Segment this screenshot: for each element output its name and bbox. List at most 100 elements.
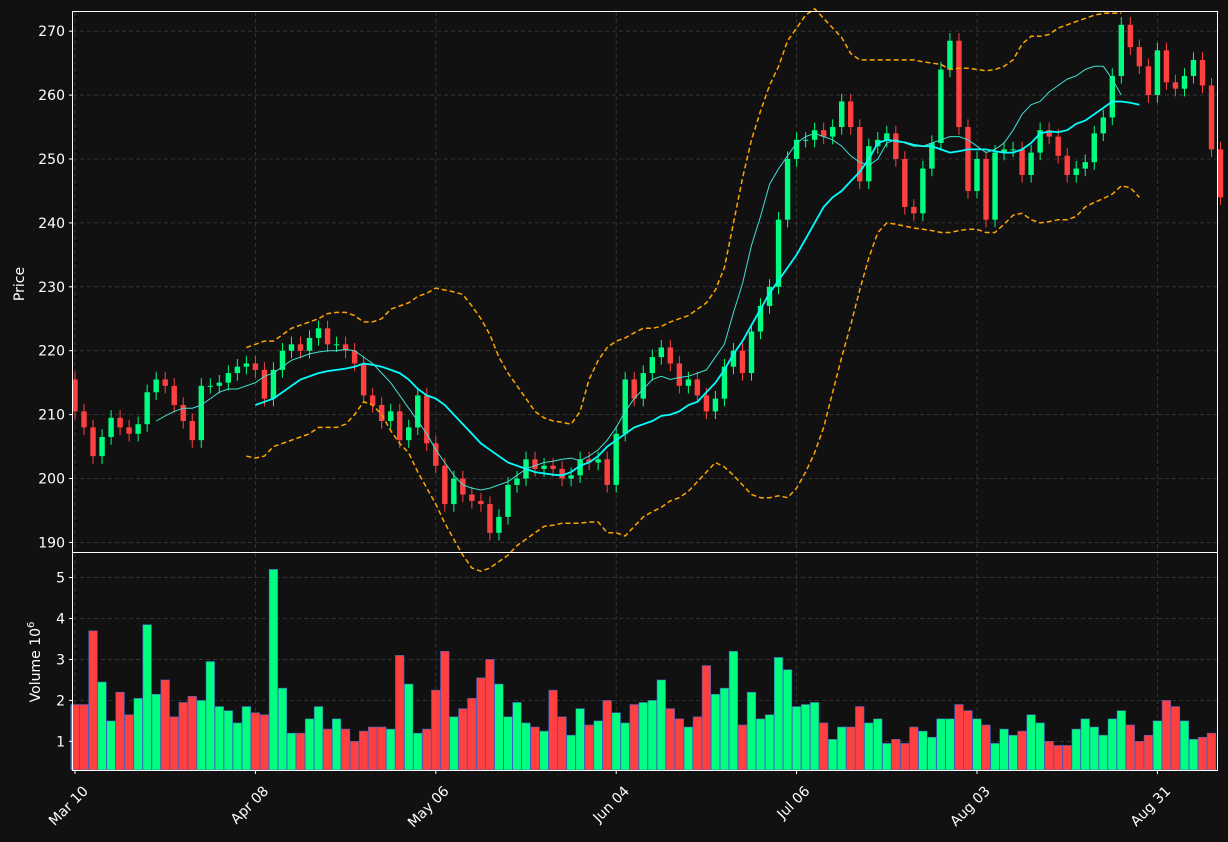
candle-body xyxy=(938,69,944,144)
volume-bar xyxy=(494,683,504,771)
volume-tick-label: 1 xyxy=(56,734,65,750)
volume-bar xyxy=(286,732,297,771)
volume-bar xyxy=(602,700,612,771)
candle-body xyxy=(153,379,159,393)
candle-body xyxy=(81,411,87,428)
volume-panel-frame xyxy=(72,552,1218,771)
candle-body xyxy=(1001,149,1007,153)
volume-bar xyxy=(377,726,387,771)
volume-bar xyxy=(1044,741,1054,771)
candle-body xyxy=(820,130,827,137)
volume-bar xyxy=(773,657,784,771)
candle-body xyxy=(748,331,755,374)
volume-bar xyxy=(97,681,107,771)
volume-bar xyxy=(1152,720,1162,771)
candle-body xyxy=(333,344,340,346)
candle-body xyxy=(640,373,646,399)
volume-bar xyxy=(277,687,288,771)
volume-bar xyxy=(584,724,594,771)
volume-bar xyxy=(331,718,342,771)
candle-body xyxy=(144,392,150,425)
price-tick-label: 190 xyxy=(38,535,65,551)
volume-tick-label: 4 xyxy=(56,612,65,628)
volume-bar xyxy=(746,691,757,771)
volume-bar xyxy=(782,669,793,771)
volume-bar xyxy=(963,710,973,771)
volume-bar xyxy=(476,677,486,771)
volume-bar xyxy=(692,716,702,771)
candle-body xyxy=(848,101,854,128)
volume-bar xyxy=(764,714,775,771)
candle-body xyxy=(198,385,204,441)
candle-body xyxy=(171,385,177,406)
candle-body xyxy=(406,427,412,441)
volume-bar xyxy=(512,702,522,771)
price-tick-label: 230 xyxy=(38,280,65,296)
volume-bar xyxy=(828,738,838,771)
volume-bar xyxy=(440,650,450,771)
candle-body xyxy=(811,130,818,140)
volume-bar xyxy=(981,724,991,771)
candle-body xyxy=(1010,149,1016,151)
volume-bar xyxy=(882,743,892,771)
price-tick-label: 270 xyxy=(38,24,65,40)
candle-body xyxy=(451,478,457,505)
volume-bar xyxy=(304,718,315,771)
volume-bar xyxy=(187,696,197,771)
volume-bar xyxy=(223,710,233,771)
candle-body xyxy=(902,158,908,207)
volume-bar xyxy=(1017,730,1027,771)
candle-body xyxy=(162,379,168,386)
volume-bar xyxy=(250,712,261,771)
volume-bar xyxy=(918,730,928,771)
volume-bar xyxy=(755,718,766,771)
volume-bar xyxy=(196,700,206,771)
volume-bars xyxy=(70,569,1217,771)
candle-body xyxy=(613,433,619,485)
volume-bar xyxy=(1035,722,1045,771)
volume-bar xyxy=(701,665,711,771)
candle-body xyxy=(216,382,223,386)
candle-body xyxy=(541,465,547,469)
volume-bar xyxy=(873,718,883,771)
candle-body xyxy=(965,127,971,191)
volume-bar xyxy=(900,743,910,771)
candle-body xyxy=(270,369,277,399)
volume-bar xyxy=(232,722,242,771)
candle-body xyxy=(469,494,475,501)
candle-body xyxy=(1073,168,1079,175)
candle-body xyxy=(730,350,737,367)
candle-body xyxy=(1190,59,1197,76)
candle-body xyxy=(712,398,719,412)
volume-axis-label: Volume 106 xyxy=(26,622,44,703)
candle-body xyxy=(388,411,394,421)
candle-body xyxy=(1136,47,1143,67)
volume-bar xyxy=(737,724,748,771)
candle-body xyxy=(1145,66,1152,96)
candle-body xyxy=(261,369,268,399)
volume-bar xyxy=(1107,718,1117,771)
candle-body xyxy=(460,478,466,495)
candle-body xyxy=(442,465,448,505)
candle-body xyxy=(207,385,213,387)
candle-body xyxy=(532,459,538,469)
candle-body xyxy=(1100,117,1106,134)
volume-bar xyxy=(566,734,576,771)
volume-bar xyxy=(521,722,531,771)
moving-average-short-line xyxy=(155,65,1122,491)
volume-tick-label: 3 xyxy=(56,652,65,668)
candle-body xyxy=(793,139,800,159)
candle-body xyxy=(99,436,105,457)
volume-bar xyxy=(1206,732,1217,771)
candle-body xyxy=(929,143,935,169)
candle-body xyxy=(685,379,692,386)
volume-bar xyxy=(1008,734,1018,771)
volume-bar xyxy=(322,728,333,771)
volume-bar xyxy=(1125,724,1135,771)
candle-body xyxy=(839,101,845,128)
volume-bar xyxy=(864,722,874,771)
volume-tick-label: 2 xyxy=(56,693,65,709)
candle-body xyxy=(378,405,385,421)
candle-body xyxy=(397,411,403,441)
candle-body xyxy=(766,286,773,306)
